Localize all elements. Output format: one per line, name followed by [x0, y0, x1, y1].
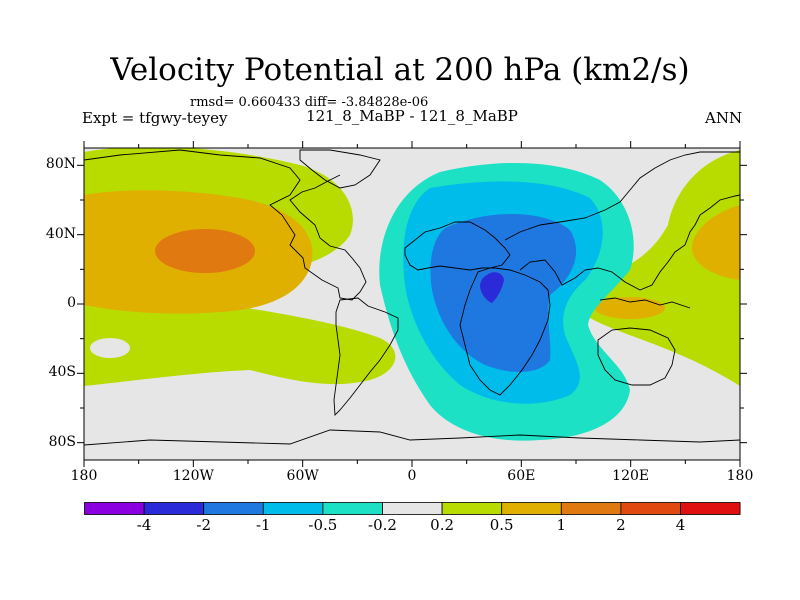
colorbar-box — [143, 502, 205, 515]
contour-neg-02-west-hole — [90, 338, 130, 358]
x-tick-label: 180 — [726, 468, 754, 484]
y-tick-label: 40S — [48, 364, 76, 381]
colorbar-box — [262, 502, 324, 515]
stats-text: rmsd= 0.660433 diff= -3.84828e-06 — [190, 95, 429, 110]
coastline-australia — [597, 327, 676, 386]
axis-ticks — [77, 141, 747, 467]
y-tick-label: 80S — [48, 433, 76, 450]
contour-neg-4-core — [480, 272, 504, 303]
x-tick-label: 60W — [286, 468, 319, 484]
coastline-antarctica — [84, 429, 740, 446]
colorbar-box — [680, 502, 741, 515]
coastline-europe-africa — [404, 221, 551, 396]
contour-fills — [84, 148, 740, 441]
coastline-north-america — [84, 149, 367, 301]
coastline-south-america — [333, 297, 399, 417]
contour-pos-2-center — [155, 229, 255, 273]
contour-pos-1-east — [691, 205, 740, 280]
x-tick-label: 0 — [407, 468, 417, 484]
season-label: ANN — [705, 109, 743, 127]
y-tick-label: 40N — [45, 225, 76, 242]
colorbar-box — [203, 502, 264, 515]
coastline-greenland — [299, 149, 381, 189]
contour-pos-1-central — [595, 297, 665, 319]
colorbar-box — [322, 502, 383, 515]
colorbar-label: 4 — [675, 516, 686, 534]
contour-neg-2 — [430, 213, 577, 372]
x-tick-label: 60E — [507, 468, 536, 484]
colorbar-label: -2 — [196, 516, 211, 534]
colorbar-label: -1 — [255, 516, 271, 534]
colorbar-label: 2 — [616, 516, 626, 534]
colorbar-box — [560, 502, 622, 515]
colorbar-label: 0.2 — [430, 516, 455, 534]
y-tick-label: 0 — [67, 295, 76, 311]
colorbar-label: 1 — [556, 516, 567, 534]
x-tick-label: 120E — [612, 468, 650, 484]
colorbar-box — [501, 502, 562, 515]
colorbar-box — [382, 502, 443, 515]
colorbar — [84, 502, 741, 515]
coastline-asia — [504, 151, 740, 241]
case-label: 121_8_MaBP - 121_8_MaBP — [306, 107, 518, 125]
coastline-south-asia — [519, 194, 740, 291]
coastline-maritime — [599, 297, 691, 309]
colorbar-box — [441, 502, 503, 515]
contour-pos-05-east — [575, 150, 740, 386]
experiment-label: Expt = tfgwy-teyey — [82, 109, 228, 127]
y-tick-label: 80N — [45, 156, 76, 173]
plot-title: Velocity Potential at 200 hPa (km2/s) — [110, 52, 690, 88]
colorbar-box — [84, 502, 145, 515]
colorbar-box — [620, 502, 681, 515]
map-panel — [77, 141, 747, 467]
colorbar-label: -4 — [136, 516, 152, 534]
colorbar-label: -0.2 — [368, 516, 397, 534]
coastlines — [84, 149, 740, 446]
colorbar-label: 0.5 — [489, 516, 514, 534]
x-tick-label: 180 — [70, 468, 98, 484]
colorbar-label: -0.5 — [308, 516, 338, 534]
x-tick-label: 120W — [172, 468, 214, 484]
